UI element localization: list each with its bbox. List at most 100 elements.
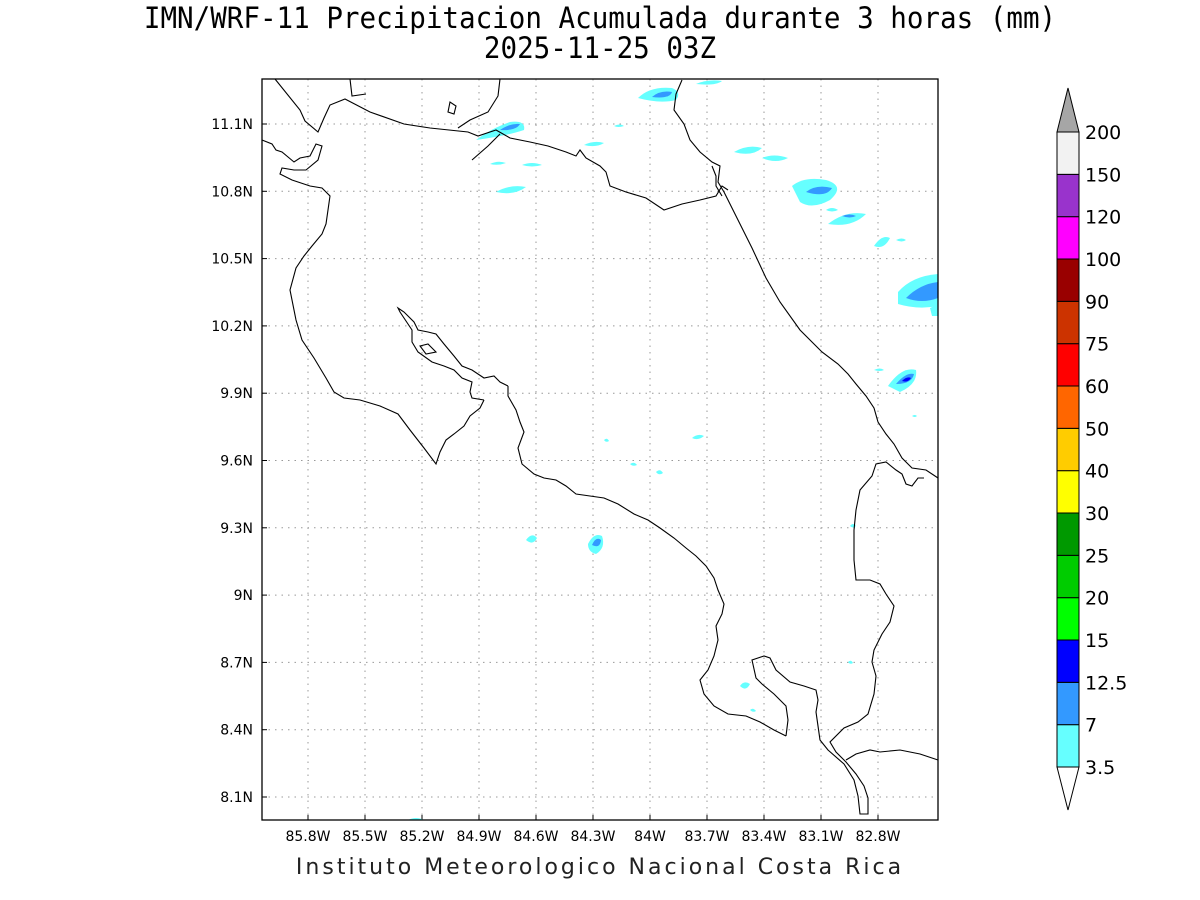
colorbar-level-label: 15 xyxy=(1085,630,1109,652)
latitude-tick-label: 8.1N xyxy=(220,790,253,806)
latitude-tick-label: 10.2N xyxy=(211,319,253,335)
precip-patch xyxy=(734,146,762,154)
pacific-coast xyxy=(507,386,787,737)
precip-patch xyxy=(912,415,917,417)
map-title: IMN/WRF-11 Precipitacion Acumulada duran… xyxy=(143,1,1057,35)
colorbar-level-label: 20 xyxy=(1085,588,1109,610)
precip-patch xyxy=(826,208,838,212)
colorbar-level-label: 12.5 xyxy=(1085,672,1127,694)
precip-patch xyxy=(896,238,906,242)
longitude-tick-label: 84W xyxy=(634,829,666,845)
precip-patch-moderate xyxy=(842,214,856,218)
longitude-tick-label: 83.7W xyxy=(684,829,729,845)
colorbar-level-label: 25 xyxy=(1085,545,1109,567)
precip-patch xyxy=(522,163,542,167)
colorbar-level-label: 7 xyxy=(1085,715,1097,737)
precip-patch xyxy=(496,186,526,194)
colorbar-swatch xyxy=(1056,343,1080,387)
colorbar-swatch xyxy=(1056,173,1080,218)
latitude-labels: 11.1N 10.8N 10.5N 10.2N 9.9N 9.6N 9.3N 9N 8.7N 8.… xyxy=(211,117,253,806)
latitude-tick-label: 11.1N xyxy=(211,117,253,133)
chira-island xyxy=(419,343,438,355)
colorbar-level-label: 30 xyxy=(1085,503,1109,525)
precip-patch xyxy=(740,682,750,689)
precip-patch-moderate xyxy=(652,91,672,98)
lake-island xyxy=(447,101,457,115)
longitude-tick-label: 84.6W xyxy=(513,829,558,845)
colorbar-level-label: 120 xyxy=(1085,207,1121,229)
precip-patch xyxy=(874,368,884,371)
latitude-tick-label: 9.3N xyxy=(220,521,253,537)
colorbar-level-label: 75 xyxy=(1085,334,1109,356)
precip-patch xyxy=(614,124,624,127)
longitude-tick-label: 85.8W xyxy=(285,829,330,845)
colorbar-swatch xyxy=(1056,724,1080,768)
longitude-tick-label: 84.3W xyxy=(570,829,615,845)
colorbar-swatch xyxy=(1056,554,1080,599)
colorbar-swatch xyxy=(1056,512,1080,556)
colorbar-level-label: 200 xyxy=(1085,122,1121,144)
colorbar-swatch xyxy=(1056,131,1080,175)
longitude-tick-label: 82.8W xyxy=(855,829,900,845)
precip-patch-moderate xyxy=(806,186,832,195)
nicoya-gulf-coast xyxy=(396,306,509,401)
colorbar-swatch xyxy=(1056,300,1080,345)
colorbar-swatch xyxy=(1056,681,1080,726)
precip-patch-moderate xyxy=(906,282,938,301)
precip-patch xyxy=(848,660,853,664)
colorbar-level-label: 50 xyxy=(1085,418,1109,440)
latitude-tick-label: 8.4N xyxy=(220,723,253,739)
longitude-tick-label: 83.4W xyxy=(741,829,786,845)
colorbar-swatch xyxy=(1056,639,1080,683)
precip-patch-heavy xyxy=(902,377,911,382)
precip-patch xyxy=(750,708,756,712)
caribbean-coast xyxy=(711,165,723,197)
pacific-coast xyxy=(261,139,485,466)
precip-patch xyxy=(696,80,722,85)
latitude-tick-label: 9.6N xyxy=(220,454,253,470)
map-frame xyxy=(261,78,939,821)
precip-patch xyxy=(762,155,788,161)
longitude-tick-label: 85.5W xyxy=(342,829,387,845)
latitude-tick-label: 10.5N xyxy=(211,252,253,268)
colorbar-level-label: 100 xyxy=(1085,249,1121,271)
colorbar-swatch xyxy=(1056,385,1080,429)
latitude-tick-label: 9N xyxy=(234,588,253,604)
nicaragua-coast-border xyxy=(471,133,501,161)
precip-patch xyxy=(874,237,890,247)
latitude-tick-label: 10.8N xyxy=(211,184,253,200)
precip-patch-moderate xyxy=(592,538,601,547)
institution-credit: Instituto Meteorologico Nacional Costa R… xyxy=(295,855,905,880)
longitude-tick-label: 84.9W xyxy=(456,829,501,845)
longitude-tick-label: 83.1W xyxy=(798,829,843,845)
colorbar-level-label: 90 xyxy=(1085,291,1109,313)
colorbar-swatch xyxy=(1056,258,1080,302)
nicaragua-coast-border xyxy=(274,78,729,211)
caribbean-coast xyxy=(673,79,939,479)
precip-patch xyxy=(930,304,938,316)
panama-coast xyxy=(845,749,939,761)
colorbar-level-label: 40 xyxy=(1085,461,1109,483)
latitude-tick-label: 8.7N xyxy=(220,655,253,671)
precip-patch xyxy=(656,470,663,475)
precip-patch xyxy=(584,141,604,147)
colorbar-bottom-arrow xyxy=(1056,766,1080,811)
colorbar: 3.5 7 12.5 15 20 25 30 40 50 60 75 90 100 120 150 200 xyxy=(1056,87,1127,811)
nicaragua-coast-border xyxy=(349,78,367,97)
longitude-tick-label: 85.2W xyxy=(399,829,444,845)
precip-patch xyxy=(630,462,637,466)
precip-patch xyxy=(692,434,704,440)
valid-time: 2025-11-25 03Z xyxy=(483,31,717,65)
golfo-dulce-coast xyxy=(751,461,924,815)
colorbar-swatch xyxy=(1056,470,1080,514)
colorbar-level-label: 3.5 xyxy=(1085,757,1115,779)
longitude-labels: 85.8W 85.5W 85.2W 84.9W 84.6W 84.3W 84W 83.7W 83… xyxy=(285,829,900,845)
colorbar-swatch xyxy=(1056,597,1080,641)
precip-patch xyxy=(828,213,866,225)
precip-patch xyxy=(526,535,537,543)
latitude-tick-label: 9.9N xyxy=(220,386,253,402)
colorbar-swatch xyxy=(1056,427,1080,472)
colorbar-level-label: 150 xyxy=(1085,164,1121,186)
precip-patch xyxy=(604,438,609,442)
